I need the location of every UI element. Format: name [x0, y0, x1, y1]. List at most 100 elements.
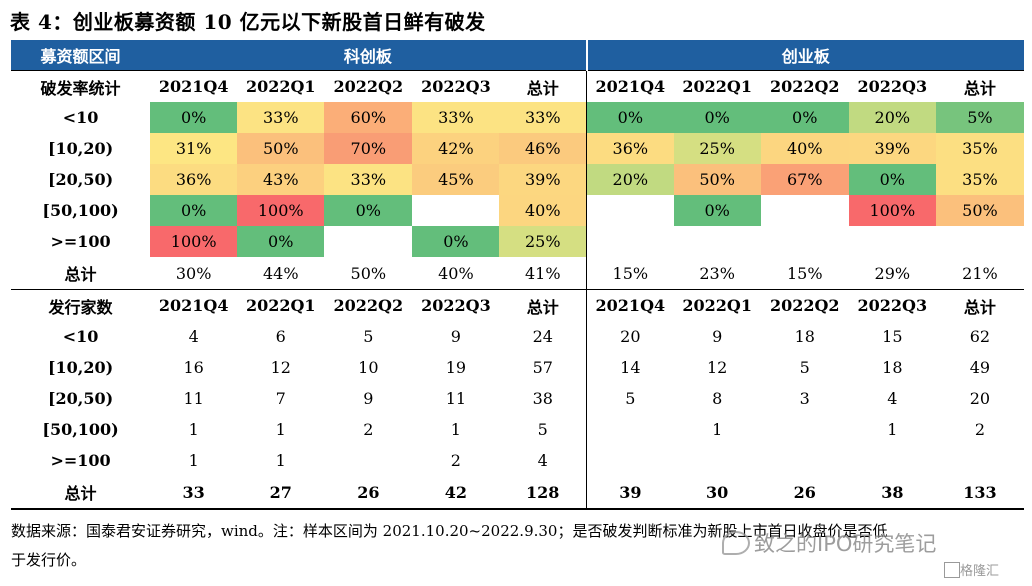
- row-label: [20,50): [47, 170, 114, 189]
- column-header: 2022Q1: [673, 70, 761, 102]
- column-header: 2022Q2: [324, 289, 413, 321]
- table-cell: [674, 226, 761, 257]
- column-header: 2022Q1: [237, 289, 325, 321]
- total-cell: 42: [412, 476, 500, 510]
- logo-icon: [944, 562, 960, 578]
- table-cell: [324, 226, 412, 257]
- table-cell: 62: [969, 327, 991, 346]
- total-cell: 128: [499, 476, 587, 510]
- table-cell: 19: [445, 358, 467, 377]
- header-chinext: 创业板: [585, 40, 1024, 71]
- row-label: [20,50): [47, 389, 114, 408]
- table-cell: 7: [275, 389, 286, 408]
- table-cell: 100%: [237, 195, 325, 226]
- table-cell: 25%: [499, 226, 587, 257]
- table-cell: 49: [969, 358, 991, 377]
- source-note: 数据来源：国泰君安证券研究，wind。注：样本区间为 2021.10.20~20…: [11, 517, 1024, 575]
- table-cell: [761, 226, 849, 257]
- table-cell: 12: [270, 358, 291, 377]
- total-cell: 33: [150, 476, 238, 510]
- wechat-icon: [722, 531, 750, 555]
- total-cell: 44%: [262, 263, 299, 283]
- table-cell: 50%: [673, 164, 761, 195]
- table-cell: 31%: [150, 133, 238, 164]
- total-cell: 29%: [874, 263, 911, 283]
- row-label: <10: [62, 327, 99, 346]
- row-label: [10,20): [47, 358, 114, 377]
- table-cell: 5: [537, 420, 548, 439]
- table-cell: 0%: [586, 102, 674, 133]
- table-cell: 70%: [324, 133, 413, 164]
- total-cell: 26: [324, 476, 413, 510]
- table-cell: 4: [537, 451, 548, 470]
- table-cell: [586, 226, 674, 257]
- table-cell: 8: [712, 389, 723, 408]
- table-cell: 6: [275, 327, 286, 346]
- table-cell: 20%: [586, 164, 674, 195]
- table-cell: [586, 414, 674, 445]
- issuers-header-row: 发行家数 2021Q4 2022Q1 2022Q2 2022Q3 总计 2021Q4 2022…: [11, 289, 1024, 321]
- break_rate-total-row: 总计 30% 44% 50% 40% 41% 15% 23% 15% 29% 21%: [11, 257, 1024, 290]
- table-cell: 100%: [150, 226, 238, 257]
- table-cell: 9: [363, 389, 374, 408]
- column-header: 2022Q2: [760, 70, 849, 102]
- table-cell: 2: [450, 451, 461, 470]
- table-cell: 20: [969, 389, 991, 408]
- table-cell: 33%: [324, 164, 413, 195]
- table-cell: 60%: [324, 102, 413, 133]
- table-cell: 11: [183, 389, 204, 408]
- table-row: >=100 100% 0% 0% 25%: [11, 226, 1024, 257]
- table-cell: 39%: [499, 164, 587, 195]
- header-star-market: 科创板: [150, 40, 587, 71]
- table-cell: 14: [586, 352, 674, 383]
- table-cell: 50%: [935, 195, 1024, 226]
- table-cell: 1: [712, 420, 723, 439]
- table-row: [10,20) 16 12 10 19 57 14 12 5 18 49: [11, 352, 1024, 383]
- column-header: 总计: [935, 70, 1024, 102]
- total-cell: 41%: [524, 263, 561, 283]
- column-header: 2022Q2: [324, 70, 413, 102]
- table-cell: 1: [275, 420, 286, 439]
- table-cell: 0%: [237, 226, 325, 257]
- table-cell: 11: [445, 389, 467, 408]
- total-cell: 30%: [175, 263, 212, 283]
- table-row: <10 4 6 5 9 24 20 9 18 15 62: [11, 321, 1024, 352]
- table-cell: 43%: [237, 164, 325, 195]
- row-label: [50,100): [42, 420, 119, 439]
- table-cell: [761, 414, 849, 445]
- table-cell: 0%: [150, 195, 238, 226]
- table-cell: 35%: [935, 133, 1024, 164]
- total-cell: 15%: [786, 263, 823, 283]
- table-cell: 42%: [412, 133, 500, 164]
- total-cell: 50%: [350, 263, 387, 283]
- table-cell: 5: [586, 383, 674, 414]
- table-cell: 5: [799, 358, 810, 377]
- table-cell: 1: [887, 420, 898, 439]
- table-cell: 0%: [848, 164, 936, 195]
- table-cell: 10: [358, 358, 379, 377]
- ipo-break-table: 募资额区间 科创板 创业板 破发率统计 2021Q4 2022Q1 2022Q2 2022Q3…: [11, 40, 1024, 510]
- table-cell: 2: [363, 420, 374, 439]
- table-cell: [586, 195, 674, 226]
- table-cell: [936, 445, 1024, 476]
- table-row: [50,100) 1 1 2 1 5 1 1 2: [11, 414, 1024, 445]
- table-cell: 20: [586, 321, 674, 352]
- table-cell: 67%: [760, 164, 849, 195]
- table-cell: [761, 195, 849, 226]
- header-range-label: 募资额区间: [11, 40, 151, 71]
- total-cell: 39: [586, 476, 674, 510]
- table-cell: 18: [882, 358, 903, 377]
- column-header: 2022Q1: [673, 289, 761, 321]
- table-cell: 0%: [760, 102, 849, 133]
- total-cell: 40%: [438, 263, 474, 283]
- watermark: 致之的IPO研究笔记: [754, 532, 937, 556]
- column-header: 2022Q3: [412, 289, 500, 321]
- table-cell: 16: [183, 358, 204, 377]
- table-cell: 18: [794, 327, 815, 346]
- total-cell: 23%: [699, 263, 735, 283]
- table-cell: 0%: [673, 195, 761, 226]
- table-cell: 0%: [673, 102, 761, 133]
- break_rate-label: 破发率统计: [11, 70, 151, 102]
- table-row: >=100 1 1 2 4: [11, 445, 1024, 476]
- table-cell: 3: [799, 389, 810, 408]
